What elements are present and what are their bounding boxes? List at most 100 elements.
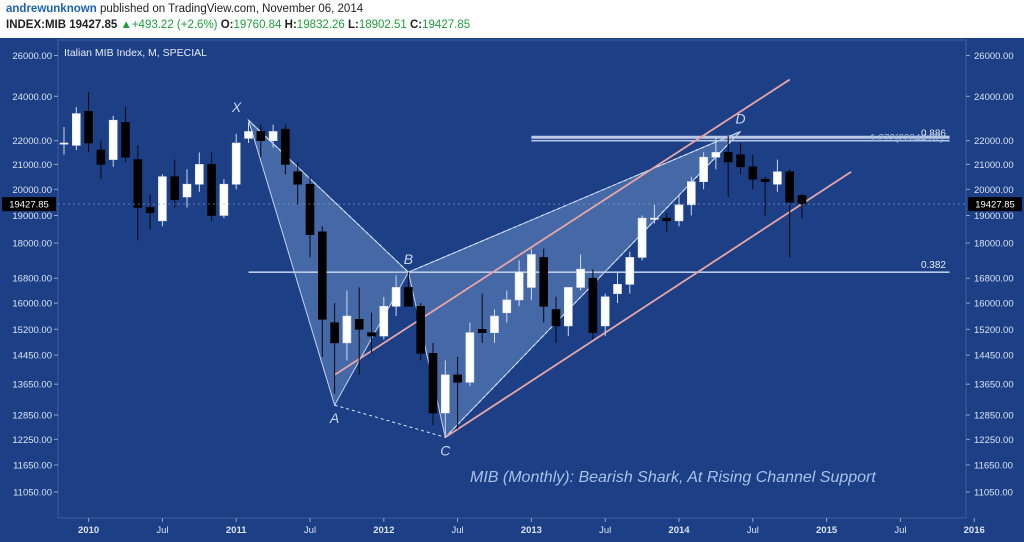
candle-body (723, 152, 733, 163)
close-label: C: (410, 19, 423, 31)
candle-body (760, 178, 770, 183)
high-value: 19832.26 (296, 19, 345, 31)
candle-body (711, 152, 721, 158)
x-tick-label: 2016 (964, 525, 985, 536)
candle-body (785, 171, 795, 203)
candle-body (354, 319, 364, 330)
candle-body (330, 322, 339, 344)
y-tick-label-right: 13650.00 (974, 380, 1014, 391)
candle-body (145, 207, 155, 214)
candle-body (699, 156, 708, 183)
open-value: 19760.84 (233, 19, 282, 31)
channel-line (444, 170, 852, 439)
y-tick-label-left: 21000.00 (12, 160, 52, 171)
price-change: +493.22 (+2.6%) (131, 19, 218, 31)
candle-body (428, 353, 438, 414)
y-tick-label-left: 19000.00 (12, 211, 52, 222)
candle-body (367, 332, 376, 337)
published-text: published on TradingView.com, November 0… (99, 3, 364, 15)
pattern-point-label: X (231, 99, 242, 115)
candle-body (576, 268, 585, 288)
y-tick-label-right: 15200.00 (974, 325, 1014, 336)
y-tick-label-right: 14450.00 (974, 351, 1014, 362)
y-tick-label-left: 24000.00 (12, 92, 52, 103)
candle-body (465, 332, 475, 383)
y-tick-label-right: 22000.00 (974, 136, 1014, 147)
up-arrow-icon: ▲ (120, 19, 132, 31)
candle-body (268, 131, 278, 141)
candle-body (490, 315, 499, 333)
candle-body (748, 166, 758, 180)
candle-body (514, 271, 524, 301)
candle-body (637, 217, 647, 258)
x-tick-label: 2015 (816, 525, 838, 536)
pattern-dash-ac (334, 404, 446, 438)
pattern-point-label: D (735, 110, 745, 126)
level-label: 0.886 (921, 129, 946, 140)
author-link[interactable]: andrewunknown (6, 3, 97, 15)
y-tick-label-right: 12250.00 (974, 435, 1014, 446)
grid-layer (57, 39, 967, 519)
candle-body (625, 257, 635, 285)
price-badge-right (968, 197, 1022, 212)
pattern-point-label: C (440, 442, 451, 458)
price-badge-left-text: 19427.85 (9, 200, 49, 211)
quote-line: INDEX:MIB 19427.85 ▲+493.22 (+2.6%) O:19… (6, 19, 470, 31)
candle-body (563, 287, 573, 327)
y-tick-label-left: 22000.00 (12, 136, 52, 147)
candle-body (453, 374, 462, 383)
candle-body (121, 122, 130, 158)
candle-body (477, 328, 487, 333)
candle-body (281, 128, 290, 165)
rising-channel[interactable] (334, 78, 852, 439)
symbol-label: INDEX:MIB (6, 19, 67, 31)
candle-body (256, 131, 266, 141)
candle-body (797, 195, 807, 205)
candle-body (613, 284, 622, 294)
publication-header: andrewunknown published on TradingView.c… (0, 0, 1024, 38)
plot-frame (57, 39, 967, 519)
candle-body (219, 183, 229, 216)
y-tick-label-left: 20000.00 (12, 185, 52, 196)
candle-body (231, 142, 241, 185)
candle-body (551, 309, 561, 327)
candle-body (662, 217, 672, 222)
candle-body (539, 257, 549, 307)
x-tick-label: Jul (304, 525, 316, 536)
candle-body (317, 231, 327, 320)
pattern-point-label: B (404, 251, 413, 267)
y-tick-label-right: 16800.00 (974, 274, 1014, 285)
candles (59, 92, 807, 438)
candle-body (305, 183, 315, 235)
y-tick-label-left: 26000.00 (12, 51, 52, 62)
x-tick-label: 2014 (668, 525, 690, 536)
low-label: L: (347, 19, 359, 31)
y-tick-label-right: 26000.00 (974, 51, 1014, 62)
chart-background (0, 38, 1024, 542)
y-tick-label-right: 12850.00 (974, 410, 1014, 421)
candle-body (440, 374, 450, 414)
candle-body (170, 176, 179, 200)
open-label: O: (220, 19, 234, 31)
chart-annotation: MIB (Monthly): Bearish Shark, At Rising … (470, 469, 876, 486)
pattern-dash-xb (248, 119, 409, 273)
pattern-point-label: A (329, 410, 339, 426)
candle-body (59, 142, 69, 145)
candle-body (96, 149, 106, 165)
channel-line (334, 78, 791, 376)
price-badge-left (2, 197, 56, 212)
y-tick-label-left: 14450.00 (12, 351, 52, 362)
candle-body (527, 254, 536, 288)
candle-body (158, 176, 167, 222)
candle-body (342, 315, 352, 344)
x-tick-label: 2013 (521, 525, 542, 536)
candle-body (600, 296, 610, 327)
high-label: H: (284, 19, 297, 31)
candle-body (182, 183, 192, 198)
candle-body (244, 131, 253, 139)
candle-body (207, 164, 216, 216)
x-tick-label: 2012 (373, 525, 394, 536)
y-tick-label-left: 11650.00 (13, 460, 52, 471)
